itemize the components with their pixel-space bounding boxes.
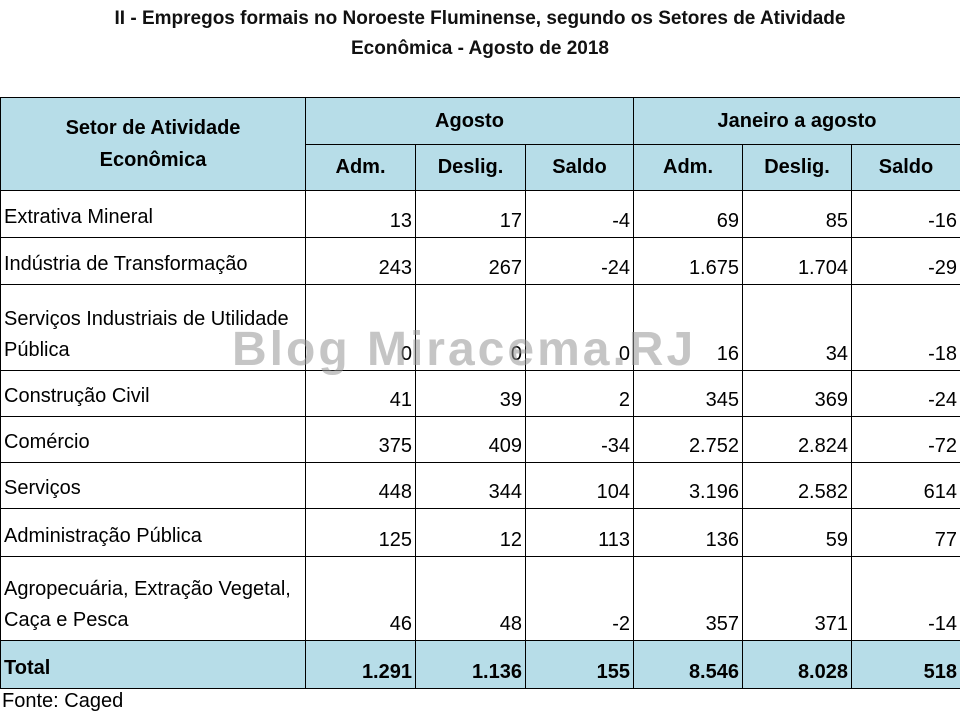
- cell-value: 2.752: [633, 416, 743, 463]
- sub-header: Saldo: [525, 144, 634, 191]
- cell-value: 2: [525, 370, 634, 417]
- total-value: 1.136: [415, 640, 526, 689]
- corner-header: Setor de Atividade Econômica: [0, 97, 306, 191]
- cell-value: -16: [851, 190, 960, 238]
- row-label: Comércio: [0, 416, 306, 463]
- table-row: Indústria de Transformação 243 267 -24 1.675…: [0, 237, 960, 285]
- row-label: Extrativa Mineral: [0, 190, 306, 238]
- row-label: Administração Pública: [0, 508, 306, 557]
- cell-value: 104: [525, 462, 634, 509]
- cell-value: 614: [851, 462, 960, 509]
- cell-value: 85: [742, 190, 852, 238]
- cell-value: 34: [742, 284, 852, 371]
- cell-value: 448: [305, 462, 416, 509]
- cell-value: -18: [851, 284, 960, 371]
- cell-value: 125: [305, 508, 416, 557]
- cell-value: -24: [851, 370, 960, 417]
- cell-value: 1.704: [742, 237, 852, 285]
- total-value: 8.028: [742, 640, 852, 689]
- cell-value: -24: [525, 237, 634, 285]
- cell-value: 0: [305, 284, 416, 371]
- table-row: Serviços Industriais de Utilidade Públic…: [0, 284, 960, 371]
- cell-value: 113: [525, 508, 634, 557]
- title: II - Empregos formais no Noroeste Flumin…: [0, 4, 960, 64]
- cell-value: -2: [525, 556, 634, 641]
- sub-header: Adm.: [305, 144, 416, 191]
- total-value: 518: [851, 640, 960, 689]
- cell-value: 136: [633, 508, 743, 557]
- cell-value: 16: [633, 284, 743, 371]
- cell-value: -29: [851, 237, 960, 285]
- cell-value: 59: [742, 508, 852, 557]
- cell-value: 41: [305, 370, 416, 417]
- title-line: Econômica - Agosto de 2018: [351, 38, 609, 59]
- title-line: II - Empregos formais no Noroeste Flumin…: [114, 8, 846, 29]
- cell-value: -72: [851, 416, 960, 463]
- cell-value: 2.824: [742, 416, 852, 463]
- total-value: 155: [525, 640, 634, 689]
- sub-header: Adm.: [633, 144, 743, 191]
- table-row: Comércio 375 409 -34 2.752 2.824 -72: [0, 416, 960, 463]
- group-header: Agosto: [305, 97, 634, 145]
- group-header: Janeiro a agosto: [633, 97, 960, 145]
- cell-value: 13: [305, 190, 416, 238]
- cell-value: 375: [305, 416, 416, 463]
- cell-value: 344: [415, 462, 526, 509]
- cell-value: 369: [742, 370, 852, 417]
- cell-value: 12: [415, 508, 526, 557]
- cell-value: 371: [742, 556, 852, 641]
- cell-value: -4: [525, 190, 634, 238]
- table-row: Extrativa Mineral 13 17 -4 69 85 -16: [0, 190, 960, 238]
- cell-value: 267: [415, 237, 526, 285]
- sub-header: Saldo: [851, 144, 960, 191]
- cell-value: 17: [415, 190, 526, 238]
- cell-value: 357: [633, 556, 743, 641]
- cell-value: -14: [851, 556, 960, 641]
- row-label: Agropecuária, Extração Vegetal, Caça e P…: [0, 556, 306, 641]
- row-label: Construção Civil: [0, 370, 306, 417]
- cell-value: 69: [633, 190, 743, 238]
- header-row: Adm. Deslig. Saldo Adm. Deslig. Saldo: [1, 144, 960, 191]
- cell-value: 77: [851, 508, 960, 557]
- cell-value: 46: [305, 556, 416, 641]
- cell-value: 2.582: [742, 462, 852, 509]
- sub-header: Deslig.: [742, 144, 852, 191]
- data-table: Setor de Atividade Econômica Agosto Janeir…: [0, 97, 960, 689]
- header-row: Setor de Atividade Econômica Agosto Janeir…: [0, 97, 960, 191]
- table-row: Agropecuária, Extração Vegetal, Caça e P…: [0, 556, 960, 641]
- row-label: Indústria de Transformação: [0, 237, 306, 285]
- cell-value: -34: [525, 416, 634, 463]
- cell-value: 1.675: [633, 237, 743, 285]
- cell-value: 409: [415, 416, 526, 463]
- cell-value: 243: [305, 237, 416, 285]
- source: Fonte: Caged: [2, 690, 124, 712]
- total-value: 8.546: [633, 640, 743, 689]
- total-value: 1.291: [305, 640, 416, 689]
- cell-value: 345: [633, 370, 743, 417]
- row-label: Serviços Industriais de Utilidade Públic…: [0, 284, 306, 371]
- cell-value: 3.196: [633, 462, 743, 509]
- table-row: Administração Pública 125 12 113 136 59 77: [0, 508, 960, 557]
- cell-value: 39: [415, 370, 526, 417]
- total-row: Total 1.291 1.136 155 8.546 8.028 518: [0, 640, 960, 689]
- table-row: Construção Civil 41 39 2 345 369 -24: [0, 370, 960, 417]
- row-label: Serviços: [0, 462, 306, 509]
- cell-value: 48: [415, 556, 526, 641]
- sub-header: Deslig.: [415, 144, 526, 191]
- table-row: Serviços 448 344 104 3.196 2.582 614: [0, 462, 960, 509]
- total-label: Total: [0, 640, 306, 689]
- cell-value: 0: [525, 284, 634, 371]
- cell-value: 0: [415, 284, 526, 371]
